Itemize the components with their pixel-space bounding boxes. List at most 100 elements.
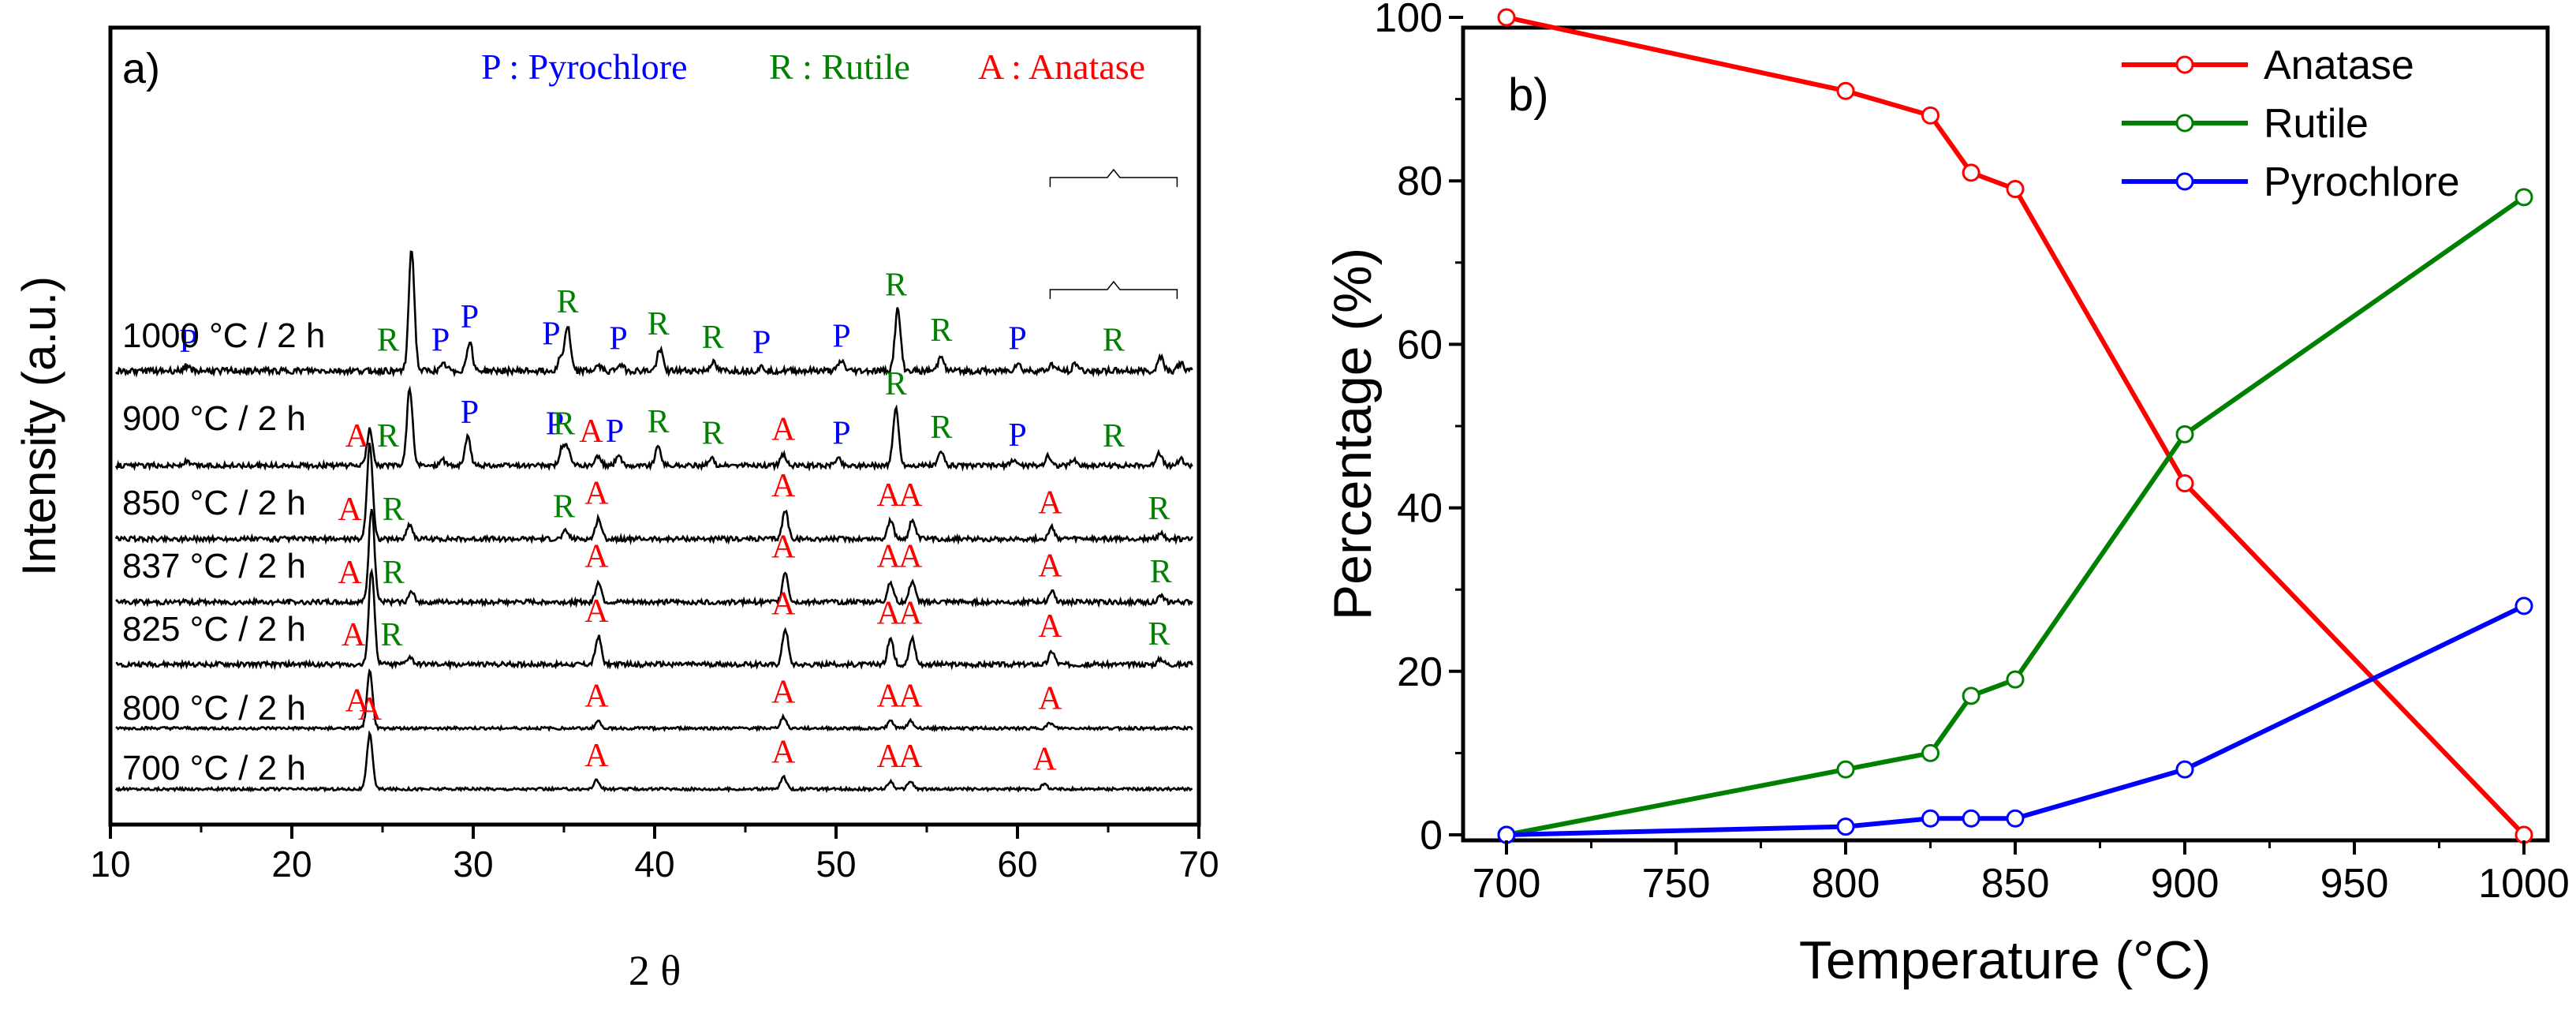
phase-marker-R: R: [1150, 554, 1172, 590]
legend-rutile: R : Rutile: [769, 47, 910, 87]
y-axis-title-a: Intensity (a.u.): [13, 276, 65, 576]
x-tick-labels-b: 700 750 800 850 900 950 1000: [1473, 861, 2570, 907]
phase-marker-A: A: [898, 539, 923, 575]
phase-marker-A: A: [1038, 608, 1062, 645]
axis-ticks-b: [1449, 16, 2526, 855]
phase-marker-R: R: [702, 320, 724, 356]
phase-marker-R: R: [702, 415, 724, 451]
phase-marker-A: A: [345, 683, 370, 719]
x-axis-ticks-a: [109, 825, 1200, 839]
x-axis-title-b: Temperature (°C): [1799, 930, 2211, 990]
phase-marker-A: A: [898, 595, 923, 631]
legend-b: Anatase Rutile Pyrochlore: [2122, 43, 2460, 205]
phase-marker-A: A: [1038, 485, 1062, 522]
phase-marker-A: A: [584, 679, 609, 715]
series-label: 800 °C / 2 h: [122, 689, 306, 728]
legend-pyrochlore: P : Pyrochlore: [481, 47, 688, 87]
x-tick-label: 50: [816, 844, 856, 885]
phase-marker-A: A: [771, 529, 796, 566]
phase-marker-R: R: [1103, 322, 1125, 358]
phase-marker-P: P: [1008, 417, 1026, 454]
y-tick-label: 20: [1397, 649, 1443, 695]
phase-marker-R: R: [648, 404, 670, 440]
legend-label-rutile: Rutile: [2264, 101, 2369, 147]
phase-marker-A: A: [358, 691, 383, 728]
xrd-trace: [114, 730, 1193, 794]
x-tick-label: 60: [997, 844, 1037, 885]
xrd-trace: [114, 442, 1193, 545]
phase-marker-P: P: [609, 321, 627, 357]
xrd-trace: [115, 668, 1193, 733]
x-tick-label: 40: [634, 844, 674, 885]
phase-marker-A: A: [1038, 548, 1062, 585]
phase-marker-A: A: [1032, 742, 1057, 778]
phase-marker-P: P: [461, 299, 479, 335]
bracket: [1049, 280, 1178, 299]
phase-marker-R: R: [648, 306, 670, 342]
phase-marker-A: A: [771, 412, 796, 448]
phase-marker-A: A: [877, 595, 902, 631]
phase-marker-P: P: [431, 322, 450, 358]
x-tick-label: 750: [1642, 861, 1711, 907]
phase-marker-P: P: [546, 406, 564, 442]
phase-marker-R: R: [383, 555, 405, 591]
phase-marker-P: P: [752, 324, 771, 361]
legend-label-pyrochlore: Pyrochlore: [2264, 159, 2460, 205]
phase-marker-A: A: [579, 413, 603, 450]
data-point-anatase: [1921, 106, 1939, 125]
phase-marker-R: R: [377, 418, 399, 454]
x-tick-label: 800: [1812, 861, 1880, 907]
phase-marker-A: A: [898, 679, 923, 715]
phase-marker-P: P: [832, 319, 850, 355]
legend-marker-anatase: [2175, 55, 2194, 74]
phase-marker-A: A: [584, 738, 609, 774]
phase-marker-A: A: [877, 477, 902, 514]
phase-markers: AA A AA AA A A AA AA RA A AA A RA R A A AA A RA R R A A AA A RA RP…: [179, 267, 1171, 778]
phase-marker-A: A: [771, 468, 796, 504]
phase-marker-A: A: [898, 477, 923, 514]
data-point-pyrochlore: [2006, 809, 2025, 828]
phase-marker-R: R: [1148, 491, 1170, 527]
y-tick-label: 80: [1397, 159, 1443, 204]
phase-marker-P: P: [461, 395, 479, 431]
x-tick-label: 700: [1473, 861, 1541, 907]
x-tick-label: 950: [2320, 861, 2389, 907]
series-label: 850 °C / 2 h: [122, 484, 306, 522]
series-labels: 700 °C / 2 h 800 °C / 2 h 825 °C / 2 h 837 …: [122, 316, 325, 787]
phase-marker-A: A: [342, 617, 366, 653]
phase-marker-R: R: [1103, 418, 1125, 454]
phase-marker-A: A: [338, 555, 362, 591]
data-point-anatase: [1497, 8, 1516, 27]
xrd-trace: [115, 567, 1193, 671]
x-tick-label: 900: [2151, 861, 2219, 907]
panel-label-b: b): [1508, 69, 1549, 121]
rutile-brackets: [1049, 168, 1178, 299]
phase-marker-R: R: [930, 312, 952, 349]
y-tick-label: 0: [1420, 813, 1443, 858]
x-axis-title-a: 2 θ: [629, 947, 681, 994]
y-tick-label: 100: [1374, 0, 1443, 41]
phase-marker-A: A: [877, 539, 902, 575]
phase-marker-A: A: [771, 735, 796, 771]
series-line-pyrochlore: [1506, 604, 2526, 837]
phase-marker-R: R: [553, 488, 575, 525]
data-point-anatase: [2175, 474, 2194, 493]
phase-marker-R: R: [553, 406, 575, 442]
phase-marker-A: A: [345, 418, 370, 454]
phase-marker-P: P: [179, 324, 197, 360]
xrd-traces: [114, 250, 1193, 794]
data-point-rutile: [1836, 760, 1855, 779]
data-point-pyrochlore: [2175, 760, 2194, 779]
x-tick-label: 20: [271, 844, 312, 885]
xrd-trace: [115, 508, 1193, 608]
phase-marker-A: A: [898, 739, 923, 775]
phase-marker-A: A: [338, 492, 362, 528]
data-point-anatase: [1836, 81, 1855, 100]
data-point-rutile: [2175, 425, 2194, 443]
y-tick-label: 60: [1397, 322, 1443, 368]
phase-marker-A: A: [584, 539, 609, 575]
series-label: 900 °C / 2 h: [122, 399, 306, 438]
x-tick-labels-a: 10 20 30 40 50 60 70: [90, 844, 1219, 885]
x-tick-label: 850: [1981, 861, 2050, 907]
